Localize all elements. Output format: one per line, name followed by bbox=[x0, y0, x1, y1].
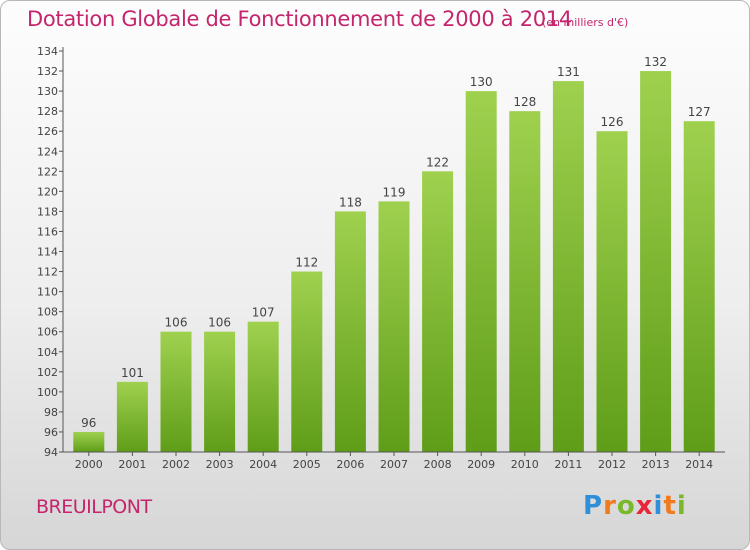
y-tick-label: 116 bbox=[37, 225, 58, 238]
y-tick-label: 108 bbox=[37, 306, 58, 319]
bar bbox=[422, 171, 454, 453]
bar bbox=[247, 321, 279, 452]
y-tick-label: 120 bbox=[37, 185, 58, 198]
bar-value-label: 106 bbox=[165, 316, 188, 330]
x-tick-label: 2007 bbox=[380, 458, 408, 471]
bar-value-label: 118 bbox=[339, 195, 362, 209]
y-tick-label: 104 bbox=[37, 346, 58, 359]
bar bbox=[378, 201, 410, 452]
x-tick-label: 2012 bbox=[598, 458, 626, 471]
logo-letter: i bbox=[653, 491, 664, 521]
x-tick-label: 2009 bbox=[467, 458, 495, 471]
x-tick-label: 2006 bbox=[336, 458, 364, 471]
bar-value-label: 112 bbox=[295, 256, 318, 270]
logo-letter: i bbox=[676, 491, 687, 521]
bars-group: 96 101 106 106 107 112 118 119 122 130 128 131 126 13… bbox=[73, 55, 715, 453]
bar-value-label: 96 bbox=[81, 416, 96, 430]
x-tick-label: 2013 bbox=[642, 458, 670, 471]
y-axis: 94 96 98 100 102 104 106 108 110 112 114 116 118 120 1… bbox=[37, 45, 64, 459]
chart-subtitle: (en milliers d'€) bbox=[542, 16, 629, 29]
x-axis: 2000 2001 2002 2003 2004 2005 2006 2007 2008 2009… bbox=[63, 451, 725, 471]
bar-value-label: 122 bbox=[426, 155, 449, 169]
y-tick-label: 126 bbox=[37, 125, 58, 138]
y-tick-label: 130 bbox=[37, 85, 58, 98]
logo-letter: r bbox=[603, 491, 617, 521]
x-tick-label: 2001 bbox=[118, 458, 146, 471]
logo-letter: x bbox=[635, 491, 654, 521]
bar-value-label: 131 bbox=[557, 65, 580, 79]
bar-value-label: 127 bbox=[688, 105, 711, 119]
y-tick-label: 124 bbox=[37, 145, 58, 158]
x-tick-label: 2014 bbox=[685, 458, 713, 471]
bar-value-label: 106 bbox=[208, 316, 231, 330]
x-tick-label: 2002 bbox=[162, 458, 190, 471]
x-tick-label: 2008 bbox=[424, 458, 452, 471]
bar-value-label: 128 bbox=[513, 95, 536, 109]
commune-name: BREUILPONT bbox=[36, 496, 152, 518]
bar bbox=[334, 211, 366, 452]
bar-value-label: 119 bbox=[383, 185, 406, 199]
bar-value-label: 107 bbox=[252, 306, 275, 320]
x-tick-label: 2005 bbox=[293, 458, 321, 471]
bar-value-label: 101 bbox=[121, 366, 144, 380]
logo-letter: t bbox=[663, 491, 677, 521]
y-tick-label: 98 bbox=[44, 406, 58, 419]
y-tick-label: 118 bbox=[37, 205, 58, 218]
bar bbox=[552, 81, 584, 452]
bar bbox=[596, 131, 628, 452]
bar bbox=[509, 111, 541, 453]
y-tick-label: 114 bbox=[37, 246, 58, 259]
bar-value-label: 130 bbox=[470, 75, 493, 89]
y-tick-label: 128 bbox=[37, 105, 58, 118]
chart-title: Dotation Globale de Fonctionnement de 20… bbox=[27, 7, 572, 31]
y-tick-label: 132 bbox=[37, 65, 58, 78]
x-tick-label: 2004 bbox=[249, 458, 277, 471]
bar bbox=[204, 331, 236, 452]
y-tick-label: 96 bbox=[44, 426, 58, 439]
logo-letter: o bbox=[616, 491, 636, 521]
bar bbox=[465, 91, 497, 452]
bar bbox=[116, 381, 148, 452]
x-tick-label: 2011 bbox=[554, 458, 582, 471]
bar-value-label: 126 bbox=[601, 115, 624, 129]
y-tick-label: 122 bbox=[37, 165, 58, 178]
y-tick-label: 134 bbox=[37, 45, 58, 58]
y-tick-label: 100 bbox=[37, 386, 58, 399]
bar bbox=[683, 121, 715, 453]
y-tick-label: 106 bbox=[37, 326, 58, 339]
y-tick-label: 102 bbox=[37, 366, 58, 379]
bar-value-label: 132 bbox=[644, 55, 667, 69]
bar bbox=[640, 71, 672, 453]
logo-letter: P bbox=[583, 491, 604, 521]
x-tick-label: 2003 bbox=[206, 458, 234, 471]
x-tick-label: 2010 bbox=[511, 458, 539, 471]
bar bbox=[160, 331, 192, 452]
y-tick-label: 112 bbox=[37, 266, 58, 279]
y-tick-label: 94 bbox=[44, 446, 58, 459]
x-tick-label: 2000 bbox=[75, 458, 103, 471]
y-tick-label: 110 bbox=[37, 286, 58, 299]
bar bbox=[291, 271, 323, 452]
proxiti-logo: Proxiti bbox=[583, 491, 687, 521]
bar bbox=[73, 431, 105, 452]
